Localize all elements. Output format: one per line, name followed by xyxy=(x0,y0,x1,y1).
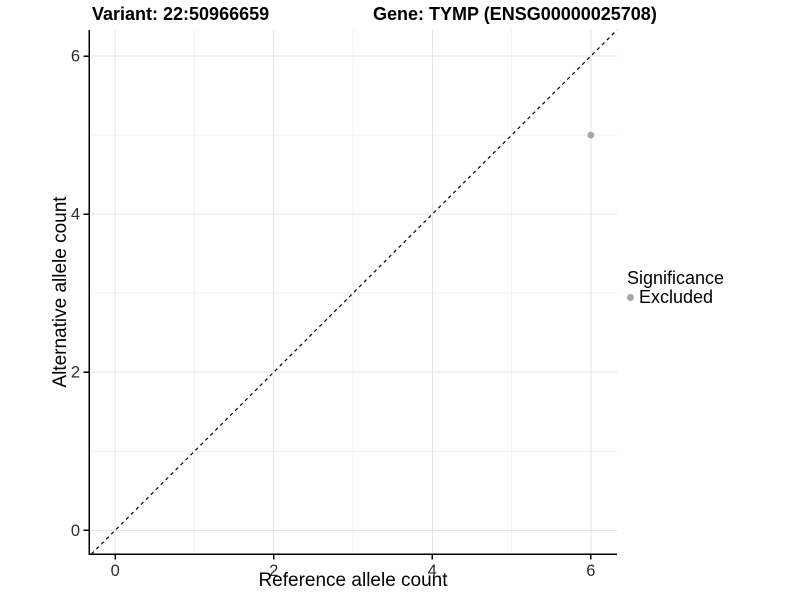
x-axis-title: Reference allele count xyxy=(258,570,448,591)
y-tick-label: 0 xyxy=(71,522,80,540)
legend-title: Significance xyxy=(627,268,725,288)
axis-tick-marks xyxy=(83,55,592,560)
plot-title-gene: Gene: TYMP (ENSG00000025708) xyxy=(373,4,657,24)
plot-title-variant: Variant: 22:50966659 xyxy=(92,4,270,24)
y-axis-title: Alternative allele count xyxy=(50,196,71,388)
legend: Significance Excluded xyxy=(627,268,724,307)
y-tick-label: 4 xyxy=(71,206,80,224)
scatter-point xyxy=(587,131,595,139)
identity-reference-line xyxy=(90,29,618,555)
legend-point-icon xyxy=(627,294,634,301)
gridlines-major xyxy=(89,30,617,554)
identity-line xyxy=(90,29,618,555)
y-tick-label: 6 xyxy=(71,48,80,66)
axis-lines xyxy=(88,30,617,555)
x-tick-label: 0 xyxy=(111,562,120,580)
gridlines-minor xyxy=(89,30,617,554)
x-tick-label: 2 xyxy=(269,562,278,580)
x-tick-label: 6 xyxy=(586,562,595,580)
data-points xyxy=(587,131,595,139)
y-tick-label: 2 xyxy=(71,364,80,382)
legend-item-excluded: Excluded xyxy=(627,288,724,307)
axis-tick-labels: 0 2 4 6 0 2 4 6 xyxy=(71,48,596,580)
x-tick-label: 4 xyxy=(428,562,437,580)
legend-item-label: Excluded xyxy=(639,287,714,307)
